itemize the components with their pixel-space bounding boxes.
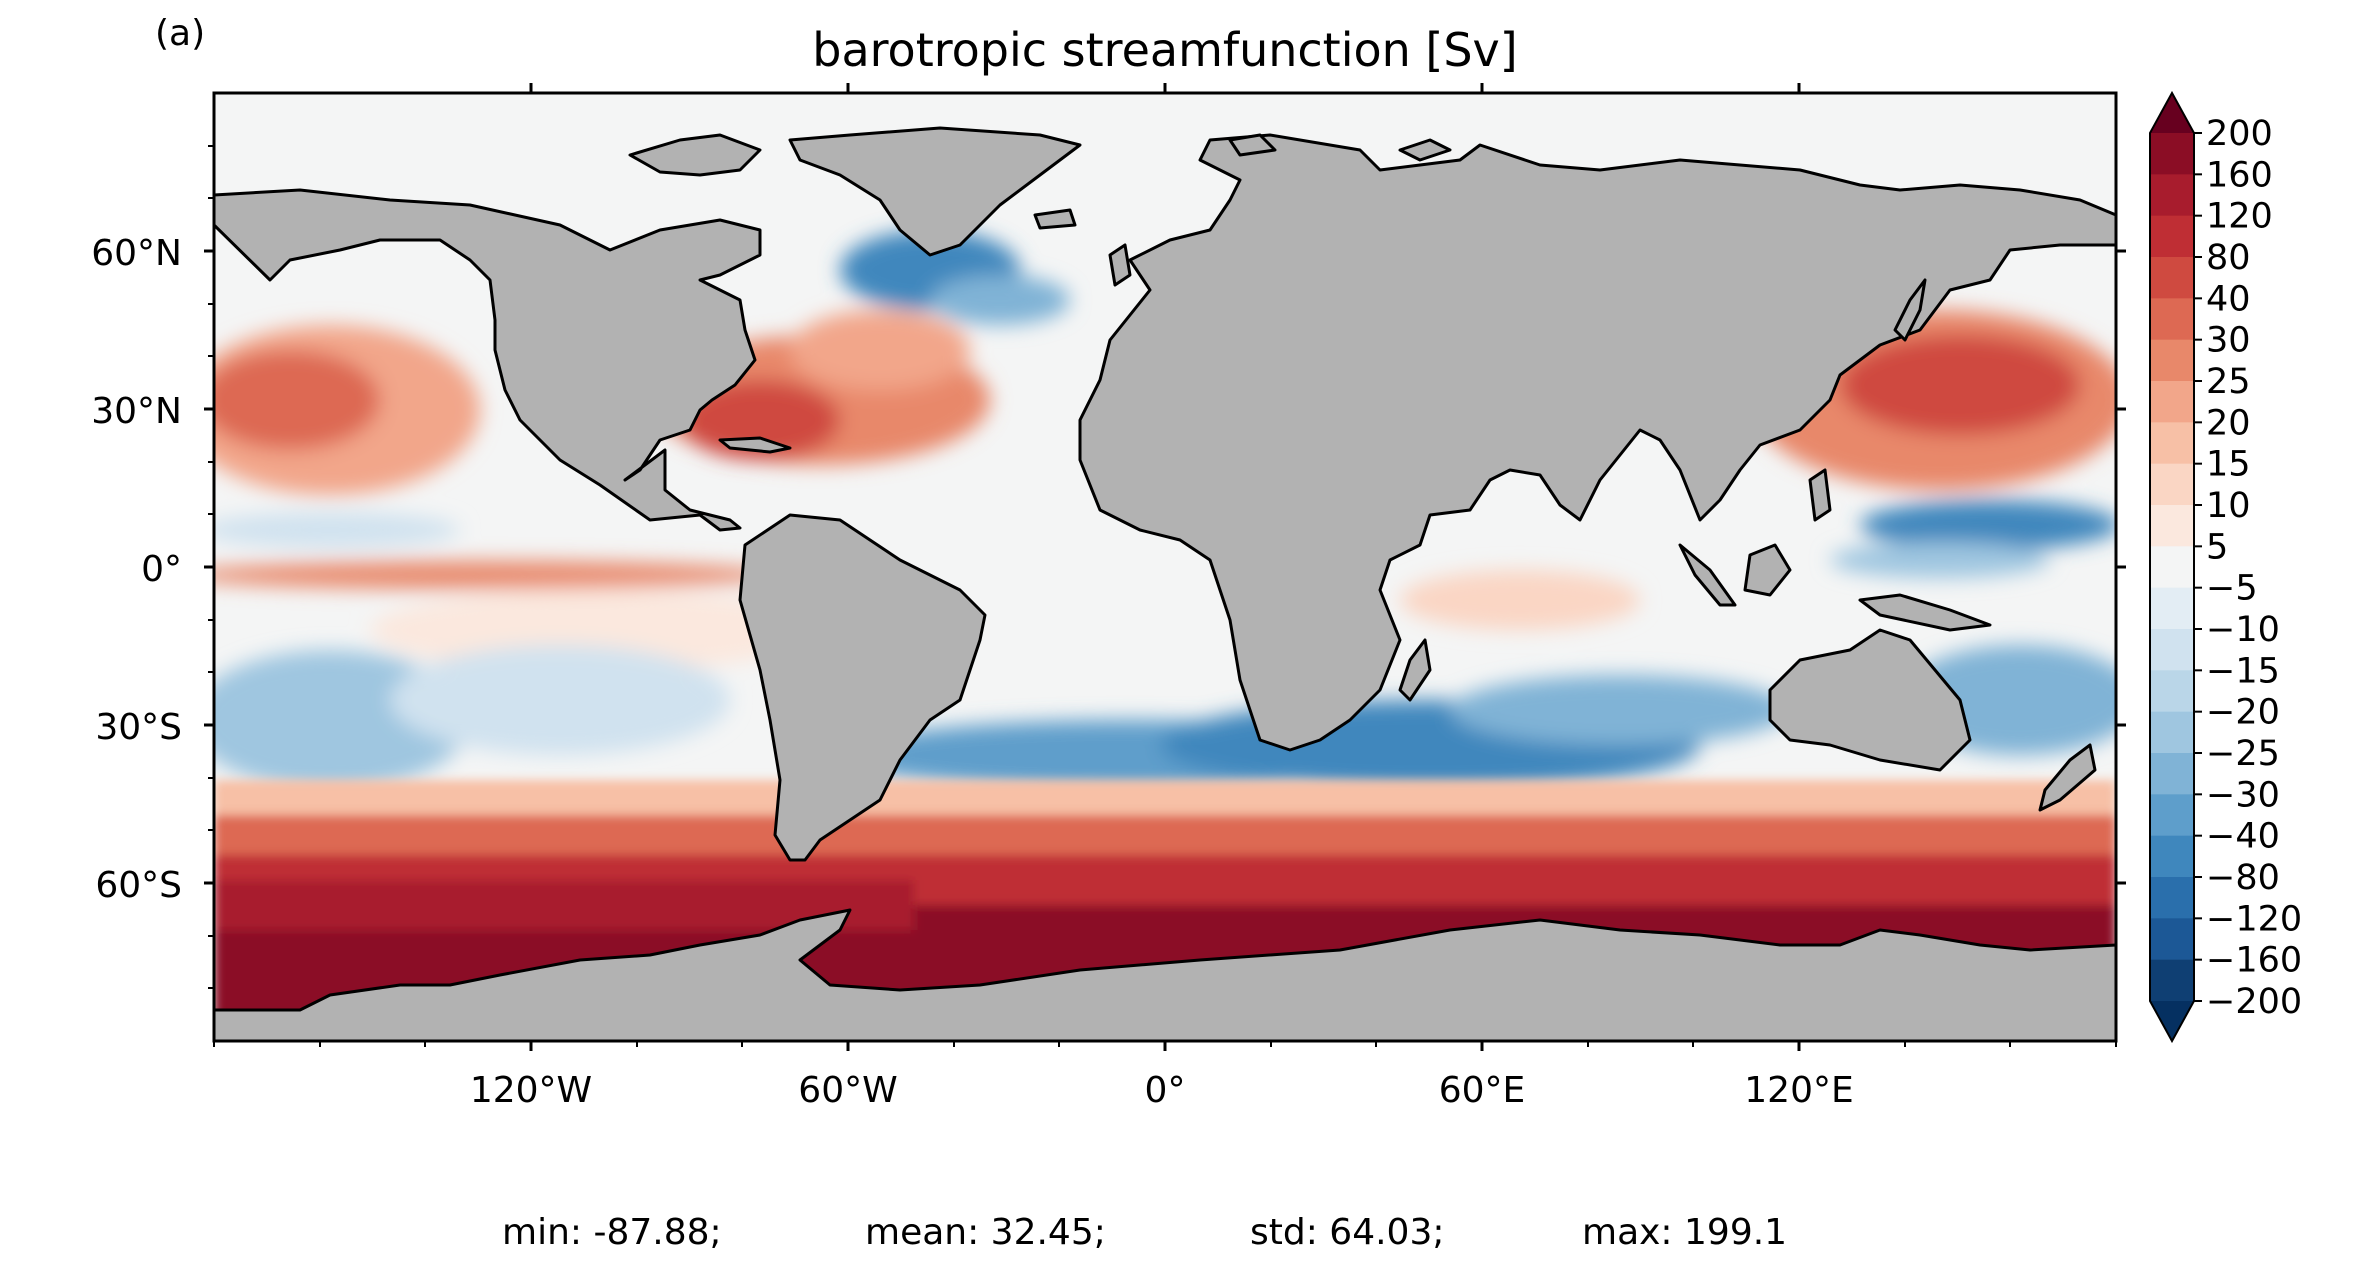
lon-label-60e: 60°E <box>1439 1070 1526 1111</box>
colorbar-label: 200 <box>2206 114 2273 154</box>
colorbar-cell <box>2150 711 2194 754</box>
lat-label-60s: 60°S <box>95 865 182 906</box>
colorbar-cell <box>2150 133 2194 175</box>
colorbar-label: 160 <box>2206 155 2273 195</box>
stat-std: std: 64.03; <box>1250 1212 1444 1253</box>
colorbar-cell <box>2150 505 2194 547</box>
stats-line: min: -87.88; mean: 32.45; std: 64.03; ma… <box>502 1212 1787 1253</box>
greenland <box>788 126 1082 257</box>
japan <box>1893 278 1927 342</box>
lon-label-0: 0° <box>1145 1070 1186 1111</box>
colorbar-cell <box>2150 587 2194 630</box>
new-guinea <box>1858 593 1992 632</box>
colorbar-label: 20 <box>2206 403 2251 443</box>
madagascar <box>1398 638 1432 702</box>
lat-major-ticks <box>204 249 2126 885</box>
lon-minor-ticks <box>213 1041 2117 1047</box>
map-title: barotropic streamfunction [Sv] <box>812 23 1517 77</box>
colorbar-label: 30 <box>2206 321 2251 361</box>
sumatra <box>1678 543 1737 607</box>
colorbar-cell <box>2150 835 2194 878</box>
colorbar-cell <box>2150 546 2194 589</box>
panel-label: (a) <box>155 13 205 54</box>
stat-max: max: 199.1 <box>1582 1212 1787 1253</box>
colorbar-cell <box>2150 463 2194 506</box>
colorbar-cell <box>2150 629 2194 671</box>
colorbar-label: −40 <box>2206 817 2280 857</box>
colorbar-cell <box>2150 174 2194 217</box>
lat-label-60n: 60°N <box>91 233 182 274</box>
colorbar-label: 10 <box>2206 486 2251 526</box>
lon-major-ticks <box>529 83 1801 1051</box>
colorbar-label: 40 <box>2206 279 2251 319</box>
colorbar-label: −30 <box>2206 775 2280 815</box>
colorbar-cell <box>2150 298 2194 341</box>
colorbar-label: −15 <box>2206 651 2280 691</box>
colorbar-extend-top <box>2150 93 2194 133</box>
eurasia-africa <box>1078 133 2116 752</box>
colorbar: 200160120804030252015105−5−10−15−20−25−3… <box>2149 90 2302 1044</box>
colorbar-label: −160 <box>2206 941 2302 981</box>
colorbar-label: −200 <box>2206 982 2302 1022</box>
lat-minor-ticks <box>208 145 214 989</box>
colorbar-label: −80 <box>2206 858 2280 898</box>
colorbar-extend-bottom <box>2150 1001 2194 1041</box>
colorbar-cell <box>2150 753 2194 795</box>
colorbar-cell <box>2150 381 2194 423</box>
land-masses <box>214 126 2116 1041</box>
colorbar-label: 5 <box>2206 527 2228 567</box>
lon-label-120e: 120°E <box>1744 1070 1853 1111</box>
colorbar-cells <box>2150 133 2194 1002</box>
australia <box>1768 628 1972 772</box>
map-panel: 60°N 30°N 0° 30°S 60°S 120°W 60°W 0° 60°… <box>91 83 2126 1111</box>
colorbar-cell <box>2150 339 2194 382</box>
lat-label-30s: 30°S <box>95 707 182 748</box>
novaya-zemlya <box>1398 138 1452 162</box>
colorbar-label: −25 <box>2206 734 2280 774</box>
colorbar-cell <box>2150 959 2194 1002</box>
colorbar-label: −120 <box>2206 899 2302 939</box>
antarctica <box>214 908 2116 1041</box>
colorbar-label: 120 <box>2206 197 2273 237</box>
colorbar-cell <box>2150 422 2194 465</box>
arctic-islands <box>628 133 762 177</box>
north-america <box>214 188 762 532</box>
colorbar-cell <box>2150 670 2194 713</box>
colorbar-label: −5 <box>2206 569 2258 609</box>
colorbar-ticks: 200160120804030252015105−5−10−15−20−25−3… <box>2194 114 2302 1022</box>
cuba <box>718 436 792 454</box>
lon-label-60w: 60°W <box>798 1070 897 1111</box>
lat-label-30n: 30°N <box>91 391 182 432</box>
lon-label-120w: 120°W <box>470 1070 592 1111</box>
new-zealand <box>2038 743 2097 812</box>
colorbar-label: −20 <box>2206 693 2280 733</box>
colorbar-cell <box>2150 918 2194 961</box>
iceland <box>1033 208 1077 230</box>
philippines <box>1808 468 1832 522</box>
borneo <box>1743 543 1792 597</box>
colorbar-cell <box>2150 877 2194 919</box>
colorbar-cell <box>2150 257 2194 299</box>
stat-mean: mean: 32.45; <box>865 1212 1106 1253</box>
colorbar-cell <box>2150 215 2194 258</box>
svalbard <box>1228 133 1277 157</box>
colorbar-cell <box>2150 794 2194 837</box>
colorbar-label: 25 <box>2206 362 2251 402</box>
colorbar-label: −10 <box>2206 610 2280 650</box>
lat-label-eq: 0° <box>141 549 182 590</box>
south-america <box>738 513 987 862</box>
stat-min: min: -87.88; <box>502 1212 722 1253</box>
colorbar-label: 15 <box>2206 445 2251 485</box>
colorbar-label: 80 <box>2206 238 2251 278</box>
british-isles <box>1108 243 1132 287</box>
